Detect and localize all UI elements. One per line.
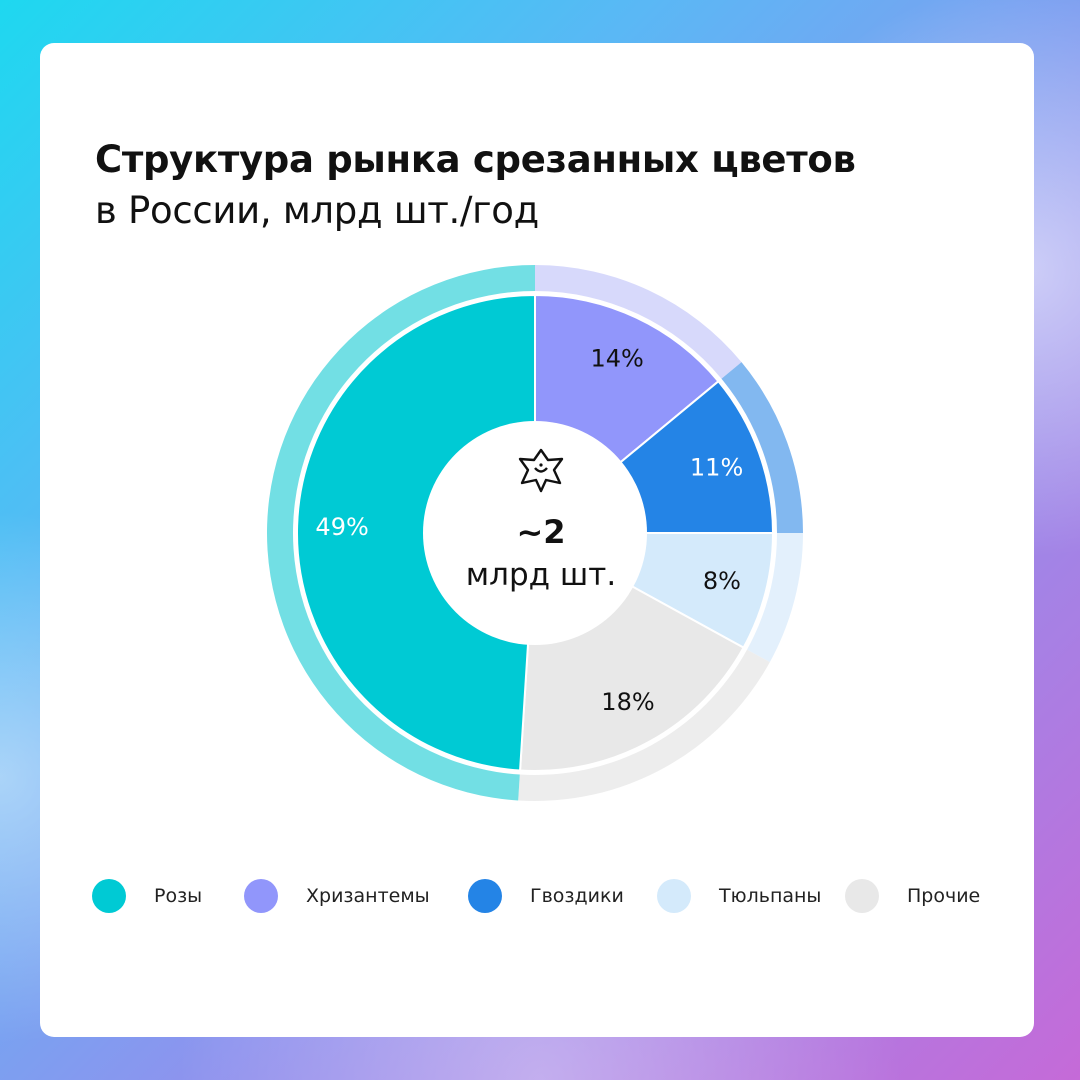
legend-swatch — [845, 879, 879, 913]
legend-item-other: Прочие — [845, 876, 980, 916]
infographic-card: Структура рынка срезанных цветов в Росси… — [40, 43, 1034, 1037]
legend-swatch — [244, 879, 278, 913]
chart-title: Структура рынка срезанных цветов — [95, 138, 856, 181]
slice-data-label: 8% — [703, 567, 741, 595]
center-hole — [423, 421, 647, 645]
center-unit: млрд шт. — [466, 557, 616, 593]
legend-swatch — [468, 879, 502, 913]
legend-item-tulips: Тюльпаны — [657, 876, 821, 916]
flower-icon — [518, 448, 564, 493]
slice-data-label: 49% — [315, 513, 368, 541]
legend-swatch — [657, 879, 691, 913]
legend-label: Розы — [154, 885, 203, 907]
chart-subtitle: в России, млрд шт./год — [95, 189, 539, 232]
chart-legend: Розы Хризантемы Гвоздики Тюльпаны Прочие — [92, 876, 992, 916]
slice-data-label: 11% — [690, 454, 743, 482]
legend-swatch — [92, 879, 126, 913]
slice-data-label: 18% — [601, 688, 654, 716]
outer-ring-segment — [518, 649, 770, 802]
legend-item-carnations: Гвоздики — [468, 876, 624, 916]
legend-label: Гвоздики — [530, 885, 624, 907]
legend-item-roses: Розы — [92, 876, 202, 916]
outer-ring-segment — [535, 265, 742, 379]
outer-ring-segment — [721, 362, 803, 533]
legend-label: Прочие — [907, 885, 981, 907]
slice-labels: 14% 11% 8% 18% 49% — [315, 344, 743, 716]
legend-item-chrysanthemums: Хризантемы — [244, 876, 430, 916]
legend-label: Тюльпаны — [719, 885, 822, 907]
slice-data-label: 14% — [591, 344, 644, 372]
donut-chart: 14% 11% 8% 18% 49% ~2 млрд шт. — [266, 265, 803, 802]
outer-ring-segment — [747, 533, 803, 663]
pie-slice — [296, 293, 536, 772]
center-value: ~2 — [516, 513, 565, 551]
legend-label: Хризантемы — [306, 885, 430, 907]
outer-ring — [266, 265, 803, 802]
